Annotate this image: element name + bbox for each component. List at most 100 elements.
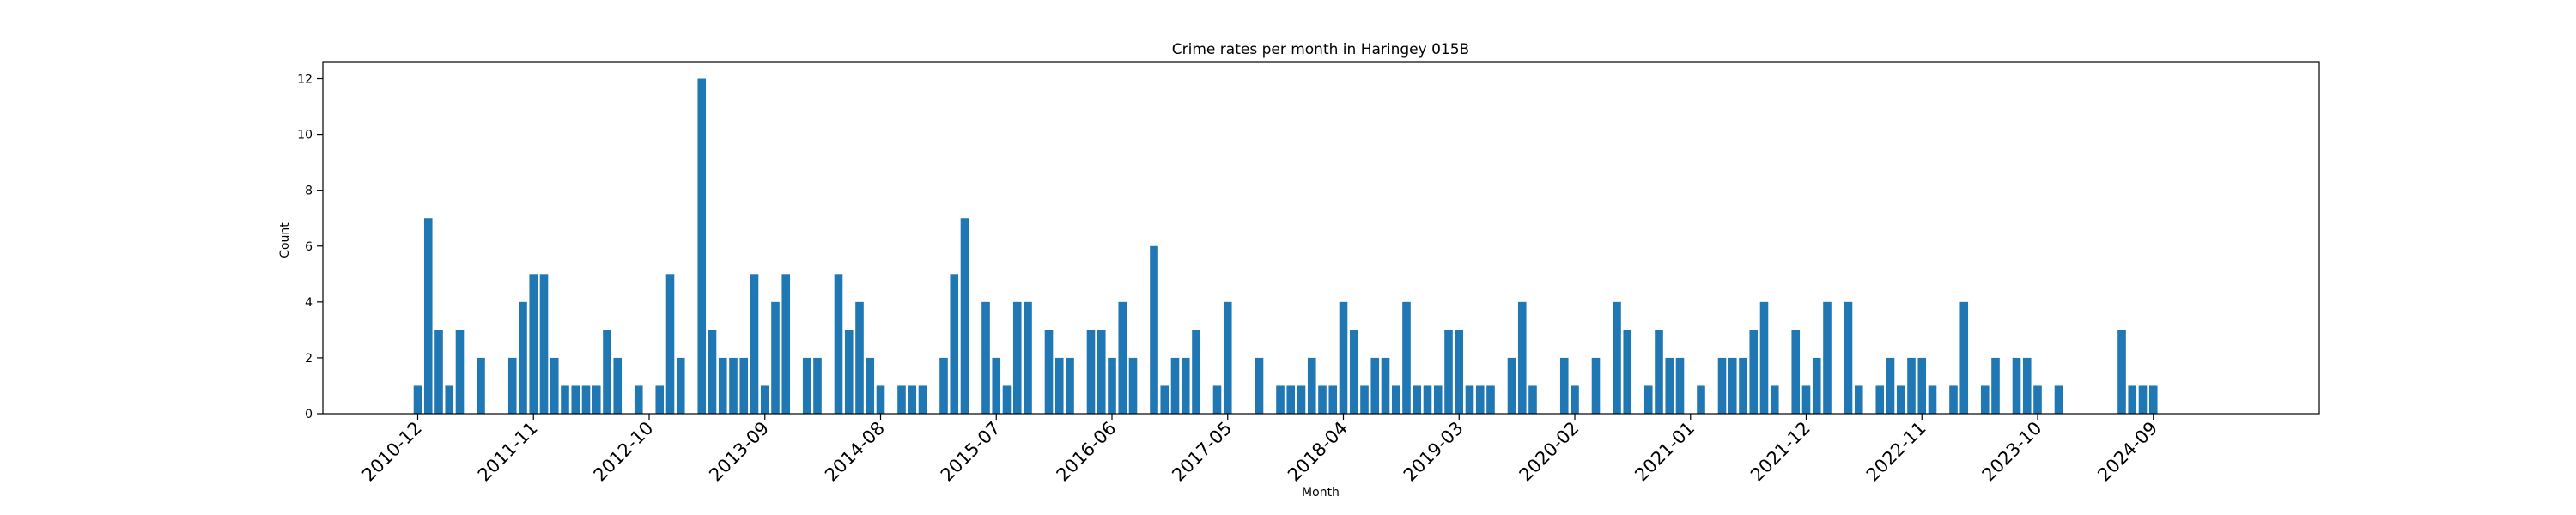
bar-2015-04 (960, 218, 969, 414)
bar-2016-12 (1170, 357, 1180, 414)
bar-2013-01 (676, 357, 685, 414)
bar-2022-09 (1896, 385, 1905, 414)
x-tick-label: 2010-12 (358, 418, 426, 486)
y-axis-ticks: 0 2 4 6 8 10 12 (297, 73, 323, 421)
bar-2020-02 (1571, 385, 1579, 414)
bar-2017-10 (1276, 385, 1285, 414)
bar-2011-03 (445, 385, 454, 414)
bar-2023-03 (1959, 301, 1969, 414)
bar-2021-04 (1717, 357, 1727, 414)
x-axis-label: Month (1302, 486, 1340, 500)
bar-2019-08 (1507, 357, 1516, 414)
bar-2017-02 (1192, 330, 1200, 414)
bar-2021-02 (1697, 385, 1705, 414)
bar-2014-02 (813, 357, 822, 414)
bar-2012-11 (655, 385, 665, 414)
x-tick-label: 2024-09 (2093, 418, 2161, 486)
x-tick-label: 2018-04 (1284, 418, 1352, 486)
x-tick-label: 2021-12 (1747, 418, 1814, 486)
bar-2019-06 (1486, 385, 1495, 414)
y-tick-label: 4 (305, 296, 313, 310)
bar-2022-05 (1854, 385, 1863, 414)
bar-2014-08 (876, 385, 885, 414)
bar-2021-07 (1749, 330, 1759, 414)
bar-2024-06 (2117, 330, 2126, 414)
x-tick-label: 2011-11 (474, 418, 542, 486)
bar-2016-08 (1128, 357, 1138, 414)
bar-2018-06 (1360, 385, 1369, 414)
x-axis-ticks: 2010-12 2011-11 2012-10 2013-09 2014-08 2015-… (358, 414, 2161, 486)
bar-2021-08 (1759, 301, 1769, 414)
bar-2018-03 (1328, 385, 1338, 414)
bar-2023-08 (2012, 357, 2021, 414)
bar-2018-09 (1391, 385, 1400, 414)
bar-2020-10 (1655, 330, 1663, 414)
bar-2024-07 (2128, 385, 2137, 414)
bar-2012-12 (665, 274, 675, 414)
x-tick-label: 2019-03 (1400, 418, 1467, 486)
bar-2017-08 (1255, 357, 1264, 414)
bar-2018-12 (1423, 385, 1432, 414)
bar-2019-04 (1465, 385, 1474, 414)
y-tick-label: 10 (297, 129, 313, 142)
bar-2013-05 (718, 357, 727, 414)
bar-2020-07 (1623, 330, 1632, 414)
plot-frame (322, 61, 2320, 415)
bar-2018-07 (1370, 357, 1380, 414)
chart-title: Crime rates per month in Haringey 015B (1172, 41, 1469, 58)
bar-2014-12 (918, 385, 927, 414)
bar-2013-11 (781, 274, 791, 414)
bar-2011-02 (434, 330, 443, 414)
x-tick-label: 2020-02 (1516, 418, 1583, 486)
bar-2014-04 (834, 274, 843, 414)
bar-2016-11 (1160, 385, 1170, 414)
x-tick-label: 2017-05 (1168, 418, 1236, 486)
bar-2013-06 (729, 357, 738, 414)
bar-2022-11 (1917, 357, 1927, 414)
bar-2011-11 (529, 274, 538, 414)
bar-2022-12 (1928, 385, 1937, 414)
bar-2022-02 (1823, 301, 1832, 414)
bar-2015-02 (939, 357, 948, 414)
bar-2012-02 (561, 385, 569, 414)
y-tick-label: 8 (305, 185, 313, 198)
bar-2014-06 (855, 301, 864, 414)
bar-2022-01 (1812, 357, 1821, 414)
bar-2023-05 (1980, 385, 1990, 414)
bar-2016-04 (1086, 330, 1096, 414)
bar-2016-05 (1097, 330, 1106, 414)
bar-2020-11 (1665, 357, 1674, 414)
bar-2017-01 (1181, 357, 1190, 414)
bars-group (413, 78, 2158, 415)
bar-2018-05 (1349, 330, 1358, 414)
bar-2020-12 (1675, 357, 1685, 414)
x-tick-label: 2023-10 (1978, 418, 2046, 486)
bar-2015-03 (950, 274, 959, 414)
x-tick-label: 2012-10 (590, 418, 658, 486)
bar-2012-06 (603, 330, 611, 414)
bar-2023-06 (1991, 357, 2000, 414)
bar-2019-10 (1528, 385, 1537, 414)
x-tick-label: 2022-11 (1862, 418, 1930, 486)
bar-2020-01 (1559, 357, 1569, 414)
bar-2022-10 (1907, 357, 1916, 414)
bar-2011-10 (519, 301, 527, 414)
y-axis-label: Count (278, 222, 292, 258)
bar-2011-06 (477, 357, 485, 414)
bar-2016-01 (1054, 357, 1064, 414)
bar-2013-09 (760, 385, 769, 414)
bar-2013-08 (750, 274, 759, 414)
bar-2017-05 (1223, 301, 1232, 414)
bar-2023-02 (1949, 385, 1958, 414)
bar-2012-04 (581, 385, 591, 414)
bar-2024-08 (2138, 385, 2148, 414)
bar-2016-02 (1066, 357, 1074, 414)
bar-2020-09 (1643, 385, 1653, 414)
x-tick-label: 2021-01 (1631, 418, 1698, 486)
bar-2018-10 (1402, 301, 1411, 414)
bar-2022-07 (1875, 385, 1885, 414)
bar-2015-10 (1024, 301, 1032, 414)
bar-2016-07 (1118, 301, 1127, 414)
bar-2016-10 (1150, 245, 1158, 414)
